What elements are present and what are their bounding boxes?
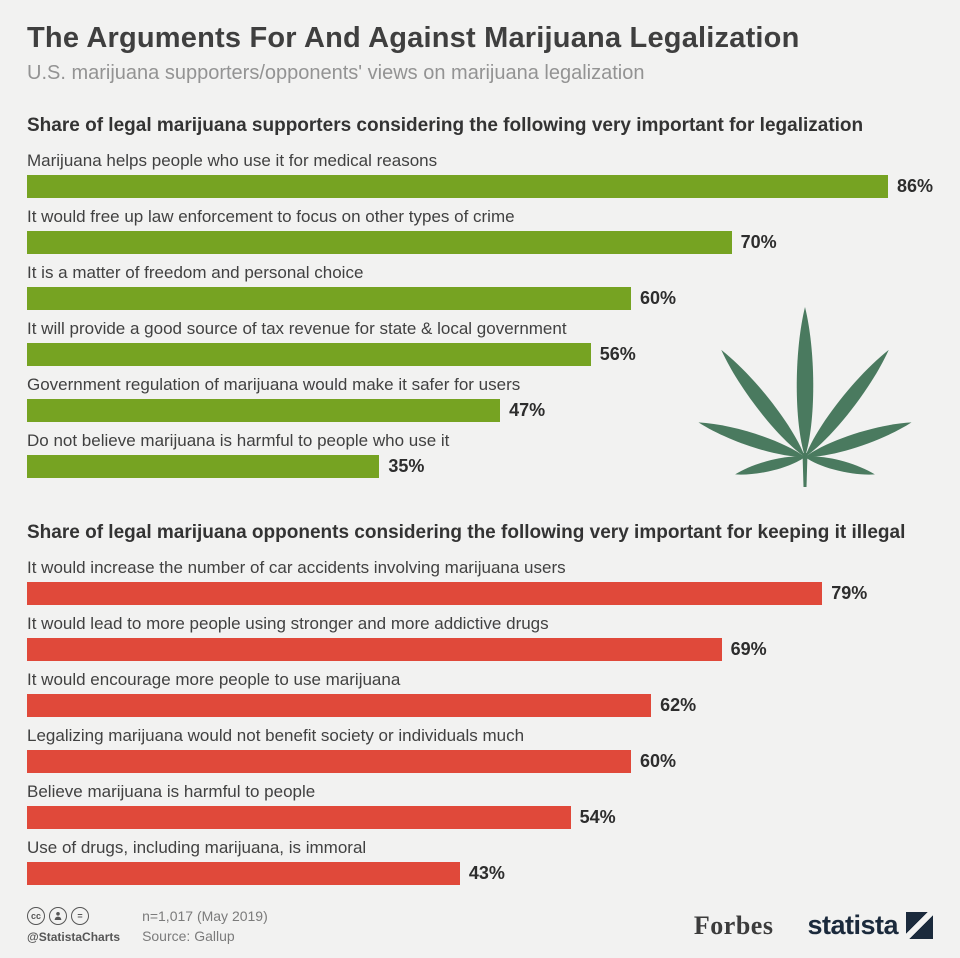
cc-license-icon: cc [27, 907, 45, 925]
statista-charts-handle: @StatistaCharts [27, 930, 121, 944]
bar-category-label: It will provide a good source of tax rev… [27, 319, 567, 338]
opponents-bar [27, 582, 823, 605]
supporters-chart: Marijuana helps people who use it for me… [27, 151, 933, 487]
license-block: cc = @StatistaCharts [27, 907, 120, 944]
bar-category-label: It is a matter of freedom and personal c… [27, 263, 364, 282]
supporters-bar [27, 343, 591, 366]
statista-wordmark: statista [807, 910, 898, 940]
bar-value-label: 86% [896, 176, 933, 196]
bar-value-label: 43% [468, 863, 505, 883]
cc-nd-icon: = [71, 907, 89, 925]
person-icon [54, 912, 62, 920]
page-title: The Arguments For And Against Marijuana … [27, 22, 800, 54]
bar-value-label: 79% [831, 583, 868, 603]
bar-category-label: Do not believe marijuana is harmful to p… [27, 431, 450, 450]
bar-row: It is a matter of freedom and personal c… [27, 263, 933, 310]
bar-row: Government regulation of marijuana would… [27, 375, 933, 422]
statista-logo: statista [807, 910, 933, 941]
bar-category-label: Believe marijuana is harmful to people [27, 782, 316, 801]
opponents-bar [27, 862, 460, 885]
chart-meta: n=1,017 (May 2019) Source: Gallup [142, 908, 268, 944]
bar-category-label: Use of drugs, including marijuana, is im… [27, 838, 367, 857]
bar-category-label: It would lead to more people using stron… [27, 614, 549, 633]
opponents-bar [27, 694, 652, 717]
bar-row: It would increase the number of car acci… [27, 558, 933, 605]
supporters-bar [27, 399, 501, 422]
bar-row: It would encourage more people to use ma… [27, 670, 933, 717]
bar-category-label: It would encourage more people to use ma… [27, 670, 401, 689]
bar-row: Legalizing marijuana would not benefit s… [27, 726, 933, 773]
brand-logos: Forbes statista [694, 910, 933, 941]
bar-row: Use of drugs, including marijuana, is im… [27, 838, 933, 885]
source-credit: Source: Gallup [142, 927, 235, 944]
opponents-bar [27, 806, 571, 829]
opponents-bar [27, 638, 722, 661]
cc-attribution-icon [49, 907, 67, 925]
bar-value-label: 47% [509, 400, 546, 420]
page-subtitle: U.S. marijuana supporters/opponents' vie… [27, 62, 645, 84]
bar-row: Marijuana helps people who use it for me… [27, 151, 933, 198]
supporters-bar [27, 287, 631, 310]
opponents-section-heading: Share of legal marijuana opponents consi… [27, 522, 906, 543]
bar-value-label: 69% [730, 639, 767, 659]
opponents-chart: It would increase the number of car acci… [27, 558, 933, 885]
bar-value-label: 60% [639, 288, 677, 308]
bar-value-label: 35% [388, 456, 425, 476]
opponents-bar [27, 750, 631, 773]
bar-row: It would free up law enforcement to focu… [27, 207, 933, 254]
statista-mark-icon [906, 912, 933, 939]
bar-value-label: 70% [740, 232, 777, 252]
supporters-bar [27, 175, 888, 198]
bar-category-label: It would free up law enforcement to focu… [27, 207, 515, 226]
supporters-bar [27, 231, 732, 254]
footer: cc = @StatistaCharts n=1,017 (May 2019) … [27, 907, 933, 944]
forbes-logo: Forbes [693, 910, 774, 940]
bar-row: It would lead to more people using stron… [27, 614, 933, 661]
bar-row: It will provide a good source of tax rev… [27, 319, 933, 366]
bar-value-label: 54% [579, 807, 616, 827]
bar-row: Believe marijuana is harmful to people 5… [27, 782, 933, 829]
bar-category-label: Government regulation of marijuana would… [27, 375, 521, 394]
bar-value-label: 56% [599, 344, 636, 364]
bar-row: Do not believe marijuana is harmful to p… [27, 431, 933, 478]
supporters-section-heading: Share of legal marijuana supporters cons… [27, 115, 864, 136]
bar-value-label: 62% [660, 695, 697, 715]
supporters-bar [27, 455, 380, 478]
bar-category-label: Legalizing marijuana would not benefit s… [27, 726, 525, 745]
bar-category-label: Marijuana helps people who use it for me… [27, 151, 438, 170]
sample-size: n=1,017 (May 2019) [142, 907, 268, 924]
bar-category-label: It would increase the number of car acci… [27, 558, 566, 577]
bar-value-label: 60% [639, 751, 677, 771]
creative-commons-icons: cc = [27, 907, 120, 925]
